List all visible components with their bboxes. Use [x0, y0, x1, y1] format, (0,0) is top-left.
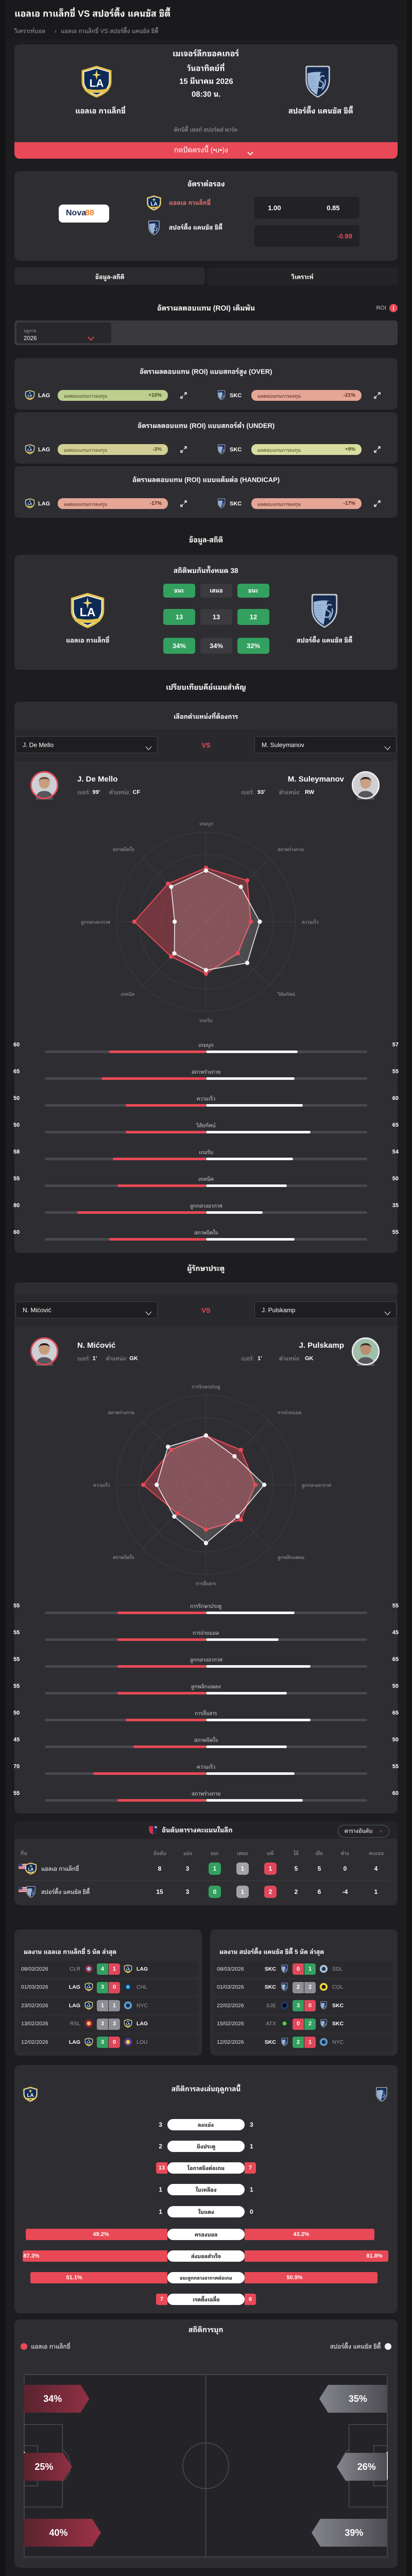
- svg-text:LA: LA: [28, 1867, 34, 1872]
- svg-text:LA: LA: [80, 605, 96, 619]
- svg-text:LA: LA: [87, 2005, 91, 2008]
- svg-text:LA: LA: [28, 502, 32, 506]
- svg-text:LA: LA: [27, 2093, 33, 2098]
- svg-text:LA: LA: [28, 448, 32, 452]
- svg-text:LA: LA: [126, 2023, 130, 2026]
- svg-text:LA: LA: [28, 394, 32, 398]
- svg-text:LA: LA: [87, 1986, 91, 1989]
- svg-text:LA: LA: [90, 78, 104, 90]
- svg-text:LA: LA: [126, 1968, 130, 1971]
- svg-text:LA: LA: [87, 2041, 91, 2044]
- svg-text:LA: LA: [150, 201, 157, 207]
